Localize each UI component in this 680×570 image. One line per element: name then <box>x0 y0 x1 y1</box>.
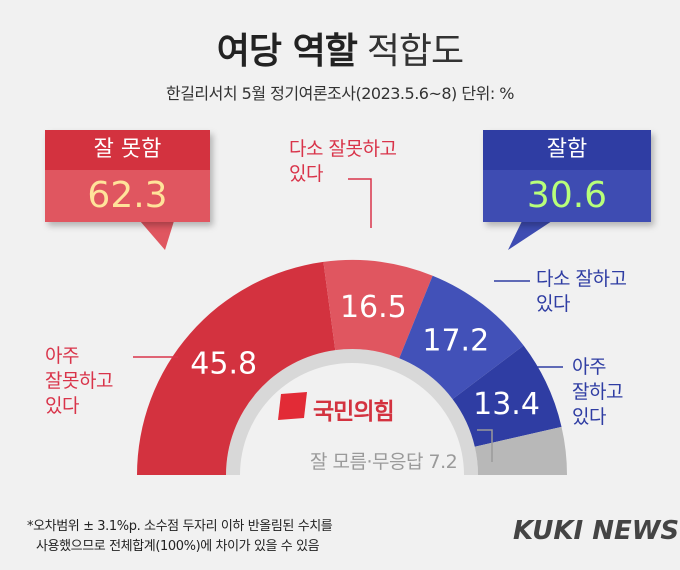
footnote-line2: 사용했으므로 전체합계(100%)에 차이가 있을 수 있음 <box>36 539 320 554</box>
footnote: *오차범위 ± 3.1%p. 소수점 두자리 이하 반올림된 수치를 사용했으므… <box>27 517 333 557</box>
label-some-bad-line1: 다소 잘못하고 <box>289 138 397 160</box>
footnote-line1: *오차범위 ± 3.1%p. 소수점 두자리 이하 반올림된 수치를 <box>27 519 333 534</box>
label-very-bad-line1: 아주 <box>45 345 79 367</box>
leader-dunno <box>477 429 493 462</box>
summary-good-value: 30.6 <box>483 170 651 222</box>
party-logo-icon <box>278 392 307 420</box>
label-some-good-line2: 있다 <box>536 293 570 315</box>
slice-value-some-bad: 16.5 <box>340 290 407 325</box>
label-very-bad-line3: 있다 <box>45 395 79 417</box>
page-title: 여당 역할 적합도 <box>0 22 680 74</box>
summary-bad-value: 62.3 <box>45 170 210 222</box>
label-very-good-line2: 잘하고 <box>572 381 623 403</box>
label-very-good-line3: 있다 <box>572 406 606 428</box>
slice-value-very-good: 13.4 <box>473 387 540 422</box>
slice-very-bad <box>137 261 336 475</box>
slice-dunno <box>474 426 567 475</box>
slice-value-some-good: 17.2 <box>422 324 489 359</box>
inner-ring <box>226 349 478 475</box>
slice-very-good <box>452 345 562 447</box>
subtitle: 한길리서치 5월 정기여론조사(2023.5.6~8) 단위: % <box>165 84 515 103</box>
label-very-good: 아주 잘하고 있다 <box>572 355 623 430</box>
label-some-bad: 다소 잘못하고 있다 <box>289 137 397 187</box>
leader-some-bad <box>348 178 372 228</box>
party-logo-text: 국민의힘 <box>313 399 395 425</box>
label-some-good: 다소 잘하고 있다 <box>536 267 627 317</box>
brand-logo: KUKI NEWS <box>513 516 680 546</box>
label-very-bad-line2: 잘못하고 <box>45 370 113 392</box>
label-very-good-line1: 아주 <box>572 356 606 378</box>
title-light: 적합도 <box>366 31 464 72</box>
bad-box-tail <box>140 221 174 250</box>
label-very-bad: 아주 잘못하고 있다 <box>45 344 113 419</box>
label-dunno: 잘 모름·무응답 7.2 <box>310 451 458 473</box>
label-some-good-line1: 다소 잘하고 <box>536 268 627 290</box>
slice-some-good <box>399 275 524 400</box>
slice-some-bad <box>323 260 433 359</box>
summary-bad-label: 잘 못함 <box>45 130 210 170</box>
good-box-tail <box>508 221 552 250</box>
summary-box-bad: 잘 못함 62.3 <box>45 130 210 222</box>
slice-value-very-bad: 45.8 <box>190 347 257 382</box>
summary-box-good: 잘함 30.6 <box>483 130 651 222</box>
title-bold: 여당 역할 <box>216 31 358 72</box>
label-some-bad-line2: 있다 <box>289 163 323 185</box>
summary-good-label: 잘함 <box>483 130 651 170</box>
